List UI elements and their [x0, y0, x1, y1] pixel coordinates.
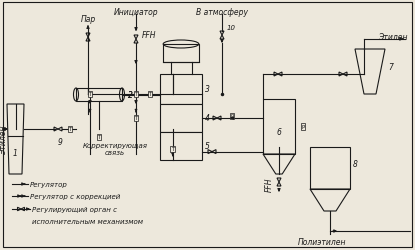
Bar [160, 132, 202, 160]
Bar [76, 89, 122, 102]
Text: 8: 8 [353, 160, 358, 169]
Text: FFH: FFH [142, 31, 156, 40]
Text: T: T [98, 135, 100, 140]
Text: Регулирующий орган с: Регулирующий орган с [32, 206, 117, 212]
Text: 5: 5 [205, 142, 210, 151]
Bar [263, 100, 295, 154]
Bar [310, 148, 350, 189]
Text: P: P [230, 114, 234, 119]
Text: 2: 2 [128, 91, 133, 100]
Text: T: T [134, 116, 138, 121]
Text: Этилен: Этилен [0, 125, 8, 154]
Text: Регулятор: Регулятор [30, 181, 68, 187]
Text: 4: 4 [205, 114, 210, 123]
Text: T: T [88, 92, 92, 97]
Text: 6: 6 [276, 128, 281, 137]
Text: Инициатор: Инициатор [114, 8, 158, 17]
Text: 1: 1 [13, 149, 18, 158]
Text: Этилен: Этилен [378, 33, 408, 42]
Text: Полиэтилен: Полиэтилен [298, 237, 346, 246]
Text: T: T [149, 92, 151, 97]
Text: 9: 9 [58, 138, 62, 146]
Bar [163, 45, 199, 63]
Text: FFH: FFH [265, 177, 274, 192]
Bar [160, 75, 202, 104]
Text: Пар: Пар [81, 15, 95, 24]
Text: T: T [171, 147, 174, 152]
Text: 10: 10 [227, 25, 236, 31]
Text: В атмосферу: В атмосферу [196, 8, 248, 17]
Text: P: P [301, 124, 305, 130]
Text: T: T [134, 92, 138, 97]
Text: Регулятор с коррекцией: Регулятор с коррекцией [30, 193, 120, 199]
Text: 3: 3 [205, 85, 210, 94]
Text: исполнительным механизмом: исполнительным механизмом [32, 218, 143, 224]
Text: 2: 2 [128, 91, 133, 100]
Text: Корректирующая
связь: Корректирующая связь [83, 142, 147, 156]
Bar [160, 104, 202, 132]
Text: 7: 7 [388, 63, 393, 72]
Text: T: T [68, 127, 72, 132]
